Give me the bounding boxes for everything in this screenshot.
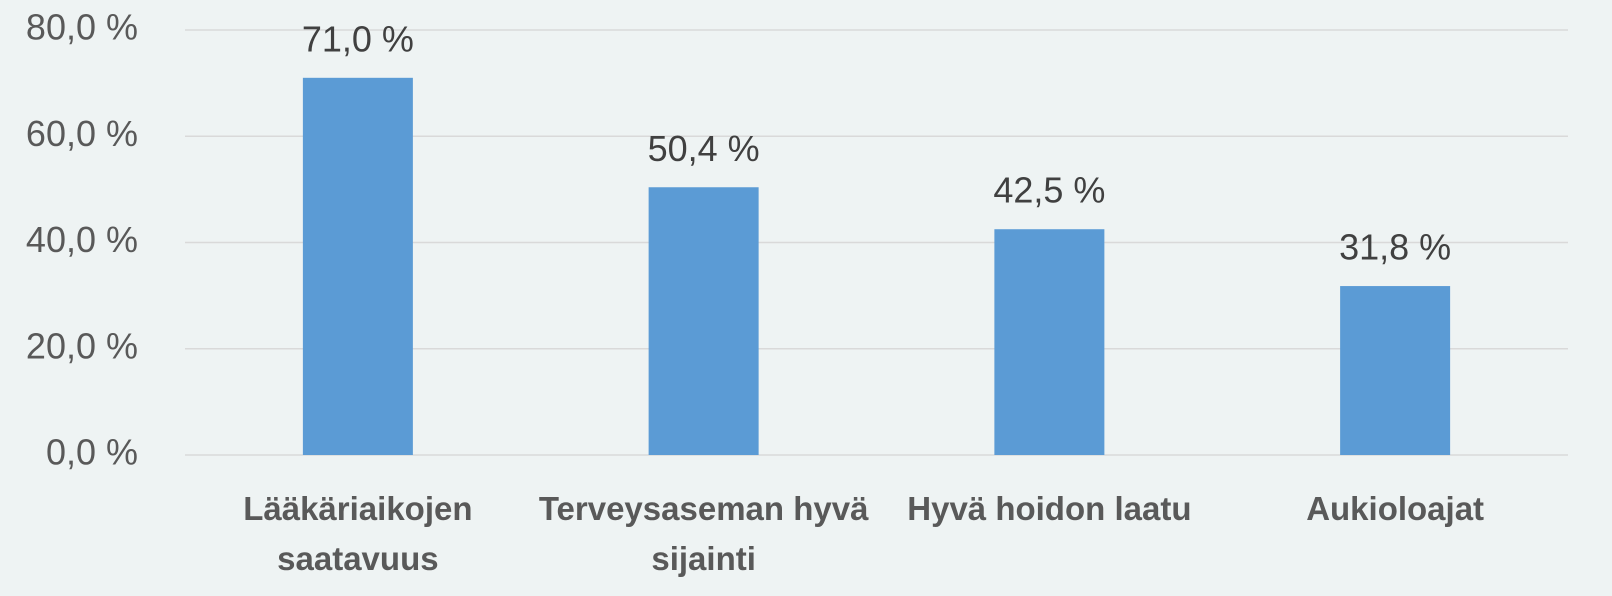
y-tick-label: 60,0 %: [26, 113, 138, 154]
bar: [1340, 286, 1451, 455]
x-tick-label: Terveysaseman hyvä sijainti: [538, 490, 869, 577]
data-label: 31,8 %: [1339, 227, 1451, 268]
y-tick-label: 20,0 %: [26, 325, 138, 366]
x-tick-label: Hyvä hoidon laatu: [907, 490, 1192, 527]
bar: [302, 77, 413, 455]
x-tick-label: Aukioloajat: [1306, 490, 1485, 527]
bar: [648, 187, 759, 455]
y-tick-label: 80,0 %: [26, 7, 138, 48]
y-tick-label: 0,0 %: [46, 432, 138, 473]
bar: [994, 229, 1105, 455]
data-label: 50,4 %: [648, 128, 760, 169]
y-tick-label: 40,0 %: [26, 219, 138, 260]
data-label: 42,5 %: [993, 170, 1105, 211]
x-tick-label: Lääkäriaikojen saatavuus: [243, 490, 473, 577]
data-label: 71,0 %: [302, 18, 414, 59]
